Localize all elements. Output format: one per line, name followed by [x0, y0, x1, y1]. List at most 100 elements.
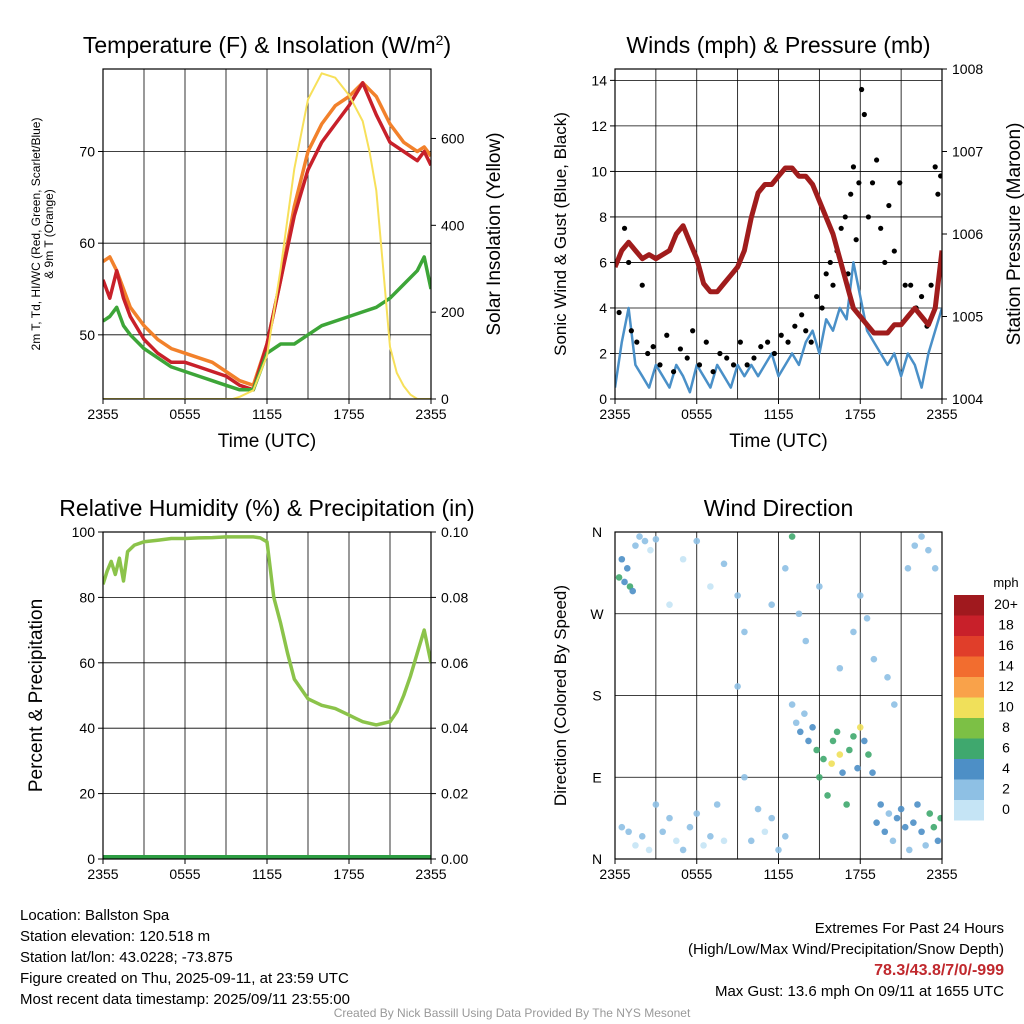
chart-title: Relative Humidity (%) & Precipitation (i… [59, 495, 474, 521]
chart-title: Wind Direction [704, 495, 854, 521]
wind-direction-point [679, 846, 687, 854]
gust-point [703, 339, 709, 345]
legend-swatch [954, 738, 984, 759]
wind-direction-point [891, 701, 898, 708]
wind-direction-point [897, 805, 905, 813]
wind-direction-point [775, 846, 782, 854]
wind-direction-point [836, 664, 844, 672]
gust-point [737, 339, 743, 345]
wind_blue-series-line [615, 261, 942, 394]
y-tick-label: 8 [599, 209, 607, 225]
gust-point [830, 282, 836, 288]
wind-direction-point [768, 814, 775, 822]
legend-label: 18 [998, 617, 1014, 633]
legend-label: 0 [1002, 801, 1010, 817]
y-tick-label: 40 [79, 720, 95, 736]
gust-point [657, 362, 663, 368]
gust-point [897, 180, 903, 186]
pressure_maroon-series-line [615, 165, 942, 336]
wind-direction-point [679, 555, 687, 563]
y-tick-label: 100 [72, 524, 96, 540]
y-tick-label: 12 [591, 118, 607, 134]
gust-point [645, 350, 651, 357]
gust-point [823, 271, 829, 277]
gust-point [838, 225, 844, 231]
extremes-title: Extremes For Past 24 Hours [814, 920, 1004, 937]
wind-direction-point [707, 832, 714, 840]
gust-point [869, 180, 876, 186]
y-right-tick-label: 1005 [952, 309, 983, 325]
wind-direction-point [937, 814, 942, 822]
wind-direction-point [797, 728, 804, 736]
wind-direction-point [720, 560, 728, 568]
y-right-tick-label: 200 [441, 304, 465, 320]
wind-direction-point [720, 837, 728, 845]
y-tick-label: 50 [79, 327, 95, 343]
gust-point [758, 344, 764, 350]
x-tick-label: 2355 [415, 406, 446, 422]
wind-direction-point [788, 533, 796, 540]
y-tick-label: 70 [79, 144, 95, 160]
wind-direction-point [782, 565, 789, 572]
gust-point [803, 328, 809, 334]
gust-point [938, 173, 942, 179]
y-right-tick-label: 600 [441, 130, 465, 146]
wind-direction-point [856, 592, 864, 599]
legend-swatch [954, 615, 984, 636]
legend-label: 8 [1002, 719, 1010, 735]
y-right-tick-label: 1004 [952, 391, 983, 407]
y-right-tick-label: 0.06 [441, 655, 468, 671]
gust-point [634, 339, 640, 345]
wind-direction-point [843, 801, 850, 808]
rh_green-series-line [103, 535, 431, 727]
gust-point [717, 350, 723, 357]
wind-direction-point [904, 565, 912, 572]
gust-point [616, 309, 622, 316]
gust-point [690, 328, 696, 334]
x-tick-label: 1755 [845, 406, 876, 422]
y-axis-label: 2m T, Td, HI/WC (Red, Green, Scarlet/Blu… [29, 118, 56, 351]
legend-label: 6 [1002, 740, 1010, 756]
wind-direction-point [754, 805, 762, 813]
wind-direction-point [734, 592, 741, 599]
gust-point [853, 237, 859, 243]
wind-direction-point [625, 828, 632, 836]
y-tick-label: N [592, 851, 602, 867]
speed-legend: mph 20+ 18 16 14 12 10 8 6 4 2 0 [954, 575, 1019, 821]
legend-swatch [954, 656, 984, 677]
created-text: Figure created on Thu, 2025-09-11, at 23… [20, 970, 349, 987]
plot-frame [102, 68, 432, 400]
gust-point [932, 164, 938, 170]
gust-point [902, 282, 908, 288]
max-gust-text: Max Gust: 13.6 mph On 09/11 at 1655 UTC [714, 983, 1004, 1000]
x-tick-label: 1155 [763, 866, 793, 882]
gust-point [935, 191, 941, 197]
legend-swatch [954, 800, 984, 821]
wind-direction-point [792, 719, 800, 727]
y-tick-label: 0 [599, 391, 607, 407]
legend-label: 12 [998, 678, 1014, 694]
gust-point [785, 339, 791, 345]
wind-direction-point [873, 819, 880, 826]
y-tick-label: E [592, 769, 601, 785]
wind-direction-point [884, 674, 891, 681]
wind-direction-point [839, 769, 846, 777]
wind-direction-point [813, 746, 820, 754]
gust-point [827, 259, 833, 266]
wind-direction-point [809, 723, 816, 731]
gust-point [878, 225, 884, 231]
wind-direction-point [816, 773, 823, 781]
wind-direction-point [870, 655, 878, 663]
extremes-values: 78.3/43.8/7/0/-999 [874, 962, 1004, 979]
gust-point [848, 191, 854, 197]
gust-point [650, 344, 656, 350]
wind-direction-point [734, 683, 741, 690]
wind-direction-point [768, 601, 775, 608]
legend-label: 4 [1002, 760, 1010, 776]
gust-point [771, 350, 778, 357]
insolation_yellow-series-line [103, 72, 431, 399]
plot-area [103, 535, 431, 859]
wind-direction-point [914, 801, 921, 808]
wind-direction-point [659, 828, 666, 836]
wind-direction-point [926, 810, 934, 817]
